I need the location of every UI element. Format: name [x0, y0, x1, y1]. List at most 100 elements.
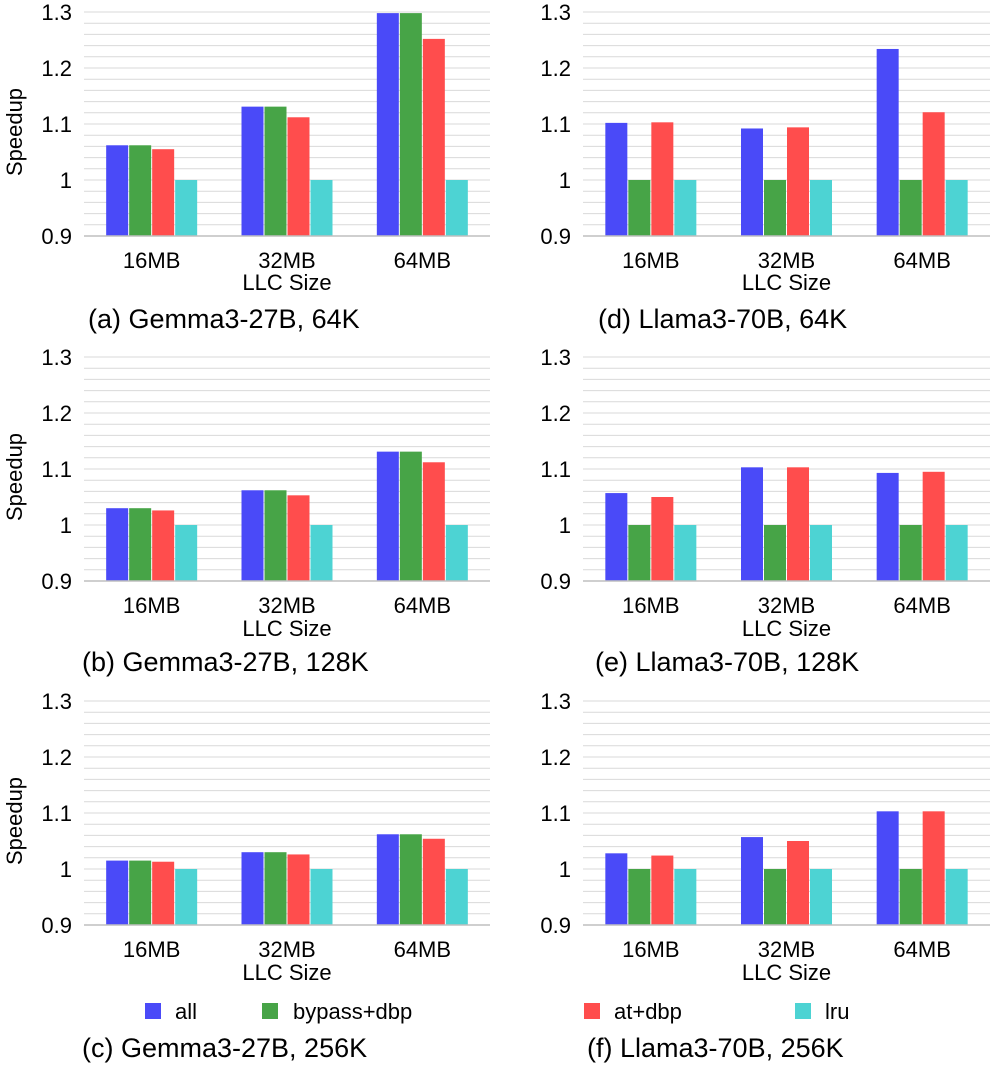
x-category-label: 64MB	[394, 248, 451, 273]
y-tick-label: 1	[559, 857, 571, 882]
panel-caption: (d) Llama3-70B, 64K	[598, 304, 847, 334]
bar-lru-16MB	[175, 525, 198, 581]
bar-bypass-dbp-32MB	[264, 852, 287, 925]
chart-panel-0: 0.9 1 1.1 1.2 1.3 16MB 32MB 64MB LLC Size Speedup…	[2, 0, 490, 334]
legend-label: at+dbp	[614, 999, 682, 1024]
bar-all-64MB	[376, 451, 399, 581]
bar-at-dbp-64MB	[422, 838, 445, 925]
bar-lru-32MB	[810, 180, 832, 236]
bar-lru-32MB	[310, 869, 333, 925]
gridlines	[84, 700, 490, 915]
y-tick-label: 1.3	[540, 689, 571, 714]
chart-panel-1: 0.9 1 1.1 1.2 1.3 16MB 32MB 64MB LLC Size Speedup…	[2, 345, 490, 677]
x-category-label: 64MB	[893, 593, 950, 618]
legend-label: lru	[825, 999, 849, 1024]
bar-lru-64MB	[445, 869, 468, 925]
x-category-label: 32MB	[258, 937, 315, 962]
y-tick-label: 1	[60, 513, 72, 538]
legend-label: bypass+dbp	[293, 999, 412, 1024]
legend-swatch	[795, 1003, 811, 1019]
legend-swatch	[262, 1003, 278, 1019]
chart-panel-3: 0.9 1 1.1 1.2 1.3 16MB 32MB 64MB LLC Size (d) Lla…	[540, 0, 990, 334]
bar-all-32MB	[741, 467, 763, 581]
panel-caption: (e) Llama3-70B, 128K	[595, 647, 859, 677]
chart-panel-5: 0.9 1 1.1 1.2 1.3 16MB 32MB 64MB LLC Size (f) Lla…	[540, 689, 990, 1063]
bar-at-dbp-64MB	[922, 471, 945, 581]
bar-lru-64MB	[945, 180, 968, 236]
y-tick-label: 1.3	[41, 345, 72, 370]
bar-at-dbp-64MB	[422, 462, 445, 581]
gridlines	[84, 11, 490, 226]
y-tick-label: 1.2	[41, 745, 72, 770]
y-tick-label: 1.2	[540, 56, 571, 81]
bar-lru-16MB	[674, 869, 697, 925]
bar-at-dbp-64MB	[922, 811, 945, 925]
bar-at-dbp-16MB	[651, 122, 674, 236]
bar-lru-16MB	[175, 180, 198, 236]
x-category-label: 32MB	[758, 937, 815, 962]
bar-all-16MB	[106, 860, 129, 925]
bar-at-dbp-32MB	[787, 467, 809, 581]
bar-at-dbp-64MB	[422, 38, 445, 236]
bar-bypass-dbp-64MB	[399, 451, 422, 581]
y-tick-label: 1.1	[41, 801, 72, 826]
legend-item-bypass-dbp: bypass+dbp	[262, 999, 412, 1024]
bar-bypass-dbp-16MB	[129, 860, 152, 925]
bar-lru-32MB	[810, 869, 832, 925]
x-axis-title: LLC Size	[742, 616, 831, 641]
x-category-label: 32MB	[758, 248, 815, 273]
bar-at-dbp-16MB	[152, 149, 175, 236]
y-tick-label: 1.2	[41, 401, 72, 426]
y-tick-label: 1.1	[540, 801, 571, 826]
y-tick-label: 1.1	[540, 112, 571, 137]
y-axis-title: Speedup	[2, 433, 27, 521]
y-tick-label: 1.3	[540, 0, 571, 25]
bar-bypass-dbp-16MB	[628, 869, 651, 925]
panel-caption: (b) Gemma3-27B, 128K	[82, 647, 369, 677]
bar-lru-64MB	[945, 525, 968, 581]
bar-bypass-dbp-64MB	[399, 834, 422, 925]
bar-all-32MB	[741, 128, 763, 236]
bar-all-16MB	[605, 493, 628, 581]
bar-lru-32MB	[310, 525, 333, 581]
bar-lru-32MB	[310, 180, 333, 236]
bar-all-32MB	[241, 106, 264, 236]
y-tick-label: 0.9	[41, 569, 72, 594]
y-tick-label: 1.2	[41, 56, 72, 81]
y-tick-label: 1.3	[41, 689, 72, 714]
bar-all-32MB	[241, 490, 264, 581]
y-tick-label: 1.1	[41, 112, 72, 137]
x-category-label: 64MB	[893, 937, 950, 962]
y-tick-label: 1	[60, 857, 72, 882]
y-tick-label: 1.3	[41, 0, 72, 25]
x-axis-title: LLC Size	[742, 270, 831, 295]
gridlines	[583, 356, 990, 571]
bar-at-dbp-16MB	[651, 497, 674, 581]
bar-lru-16MB	[674, 525, 697, 581]
bar-bypass-dbp-64MB	[399, 13, 422, 237]
bar-at-dbp-32MB	[287, 117, 310, 236]
legend-item-all: all	[145, 999, 197, 1024]
gridlines	[583, 700, 990, 915]
gridlines	[84, 356, 490, 571]
bar-all-32MB	[241, 852, 264, 925]
bar-bypass-dbp-16MB	[628, 180, 651, 236]
bar-bypass-dbp-32MB	[764, 525, 786, 581]
legend-label: all	[175, 999, 197, 1024]
x-category-label: 32MB	[258, 248, 315, 273]
bar-all-64MB	[876, 811, 899, 925]
y-tick-label: 1.2	[540, 745, 571, 770]
bar-all-16MB	[106, 145, 129, 236]
x-axis-title: LLC Size	[242, 960, 331, 985]
bar-bypass-dbp-32MB	[764, 180, 786, 236]
bar-bypass-dbp-32MB	[264, 106, 287, 236]
bar-bypass-dbp-16MB	[628, 525, 651, 581]
bar-at-dbp-32MB	[787, 127, 809, 236]
x-axis-title: LLC Size	[242, 270, 331, 295]
y-tick-label: 1	[60, 168, 72, 193]
bar-bypass-dbp-32MB	[264, 490, 287, 581]
x-category-label: 16MB	[123, 937, 180, 962]
bar-all-64MB	[876, 472, 899, 581]
bar-bypass-dbp-16MB	[129, 145, 152, 236]
